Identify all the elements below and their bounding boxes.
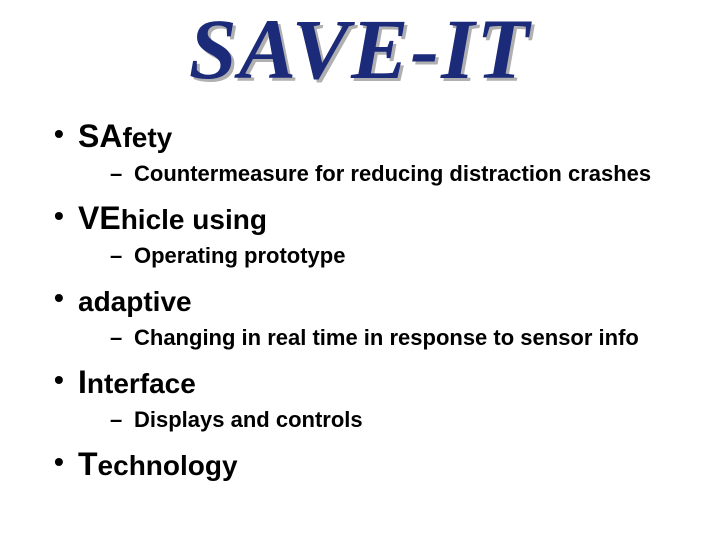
subbullet-vehicle-0: Operating prototype bbox=[44, 243, 700, 268]
subbullet-adaptive-0: Changing in real time in response to sen… bbox=[44, 325, 700, 350]
bullet-interface: Interface bbox=[44, 364, 700, 401]
bullet-technology: Technology bbox=[44, 446, 700, 483]
bullet-rest: fety bbox=[122, 122, 172, 153]
content-area: SAfety Countermeasure for reducing distr… bbox=[44, 118, 700, 485]
bullet-emph: SA bbox=[78, 118, 122, 154]
bullet-adaptive: adaptive bbox=[44, 282, 700, 319]
title-main: SAVE-IT bbox=[0, 6, 720, 92]
bullet-emph: I bbox=[78, 364, 87, 400]
bullet-rest: adaptive bbox=[78, 286, 192, 317]
bullet-rest: nterface bbox=[87, 368, 196, 399]
bullet-emph: T bbox=[78, 446, 98, 482]
bullet-rest: echnology bbox=[98, 450, 238, 481]
bullet-vehicle: VEhicle using bbox=[44, 200, 700, 237]
bullet-safety: SAfety bbox=[44, 118, 700, 155]
bullet-emph: VE bbox=[78, 200, 121, 236]
bullet-rest: hicle using bbox=[121, 204, 267, 235]
slide: SAVE-IT SAVE-IT SAfety Countermeasure fo… bbox=[0, 0, 720, 540]
subbullet-safety-0: Countermeasure for reducing distraction … bbox=[44, 161, 700, 186]
subbullet-interface-0: Displays and controls bbox=[44, 407, 700, 432]
